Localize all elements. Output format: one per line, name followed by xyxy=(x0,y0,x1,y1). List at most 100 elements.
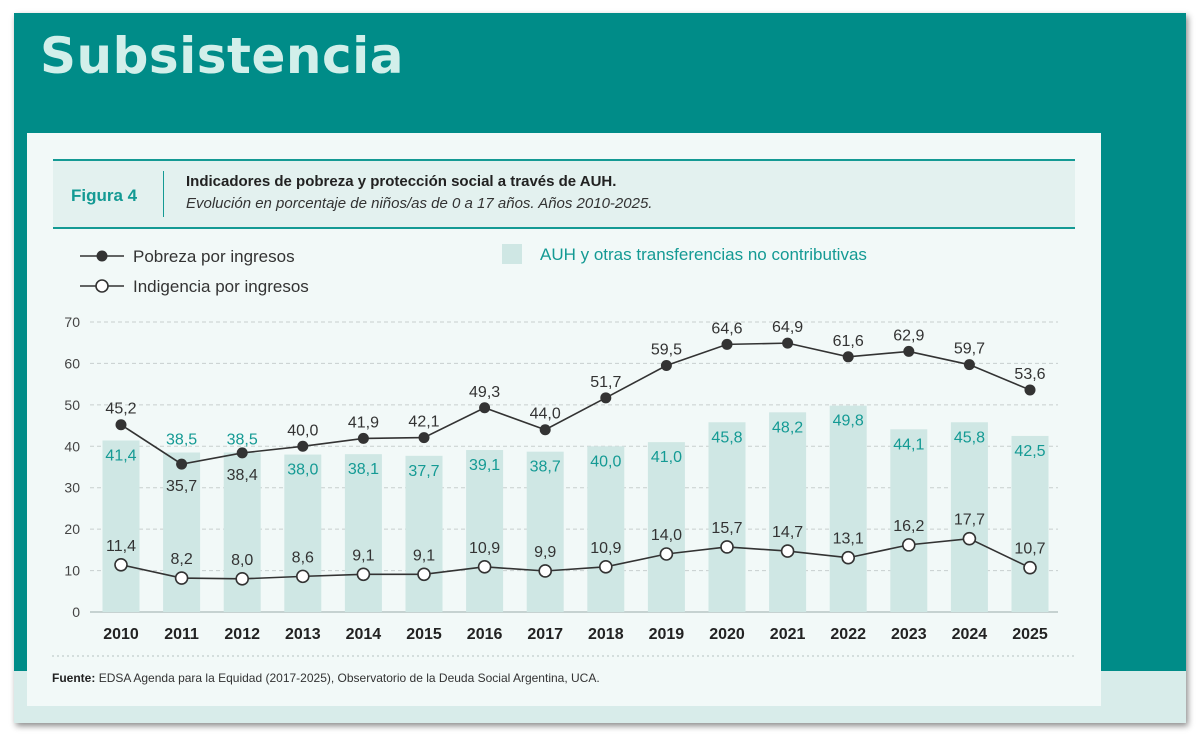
bar xyxy=(284,454,322,612)
x-tick-label: 2012 xyxy=(224,626,260,643)
bar xyxy=(647,442,685,612)
figure-divider xyxy=(163,171,164,217)
x-tick-label: 2019 xyxy=(649,626,685,643)
pobreza-value-label: 49,3 xyxy=(469,384,500,401)
bar xyxy=(587,446,625,612)
legend-indigencia-marker xyxy=(95,279,109,293)
pobreza-point xyxy=(115,419,127,431)
bar xyxy=(526,451,564,612)
legend-pobreza-marker xyxy=(96,250,108,262)
pobreza-value-label: 35,7 xyxy=(166,478,197,495)
x-tick-label: 2015 xyxy=(406,626,442,643)
pobreza-value-label: 59,7 xyxy=(954,341,985,358)
bar-value-label: 45,8 xyxy=(711,429,742,446)
pobreza-point xyxy=(842,351,854,363)
indigencia-value-label: 9,9 xyxy=(534,544,556,561)
pobreza-point xyxy=(903,345,915,357)
bar-value-label: 38,5 xyxy=(227,432,258,449)
bar xyxy=(708,422,746,612)
figure-label: Figura 4 xyxy=(71,186,138,205)
indigencia-point xyxy=(235,572,249,586)
legend-indigencia-label: Indigencia por ingresos xyxy=(133,277,309,296)
pobreza-point xyxy=(479,402,491,414)
bar-value-label: 38,0 xyxy=(287,462,318,479)
indigencia-point xyxy=(598,560,613,574)
pobreza-point xyxy=(721,338,733,350)
source-label: Fuente: xyxy=(52,671,96,685)
indigencia-point xyxy=(841,550,856,565)
x-tick-label: 2010 xyxy=(103,626,139,643)
bar-value-label: 45,8 xyxy=(954,429,985,446)
y-tick-label: 50 xyxy=(64,397,80,413)
bar xyxy=(769,412,807,612)
legend-auh-label: AUH y otras transferencias no contributi… xyxy=(540,245,867,264)
source-note: Fuente: EDSA Agenda para la Equidad (201… xyxy=(52,671,600,685)
y-tick-label: 40 xyxy=(64,438,80,454)
source-text: EDSA Agenda para la Equidad (2017-2025),… xyxy=(98,671,600,685)
legend-auh-swatch xyxy=(502,244,522,264)
bar-value-label: 38,5 xyxy=(166,432,197,449)
x-tick-label: 2013 xyxy=(285,626,321,643)
bar-value-label: 37,7 xyxy=(408,463,439,480)
pobreza-value-label: 44,0 xyxy=(530,406,561,423)
x-tick-label: 2020 xyxy=(709,626,745,643)
figure-header: Figura 4 Indicadores de pobreza y protec… xyxy=(53,159,1075,229)
bar xyxy=(102,440,140,612)
bar-value-label: 40,0 xyxy=(590,453,621,470)
pobreza-point xyxy=(236,447,248,459)
indigencia-point xyxy=(477,560,492,574)
pobreza-value-label: 64,9 xyxy=(772,319,803,336)
pobreza-value-label: 53,6 xyxy=(1014,366,1045,383)
bar xyxy=(1011,435,1049,612)
indigencia-value-label: 10,7 xyxy=(1014,541,1045,558)
indigencia-point xyxy=(720,540,734,554)
pobreza-value-label: 61,6 xyxy=(833,333,864,350)
pobreza-point xyxy=(660,360,672,371)
indigencia-point xyxy=(538,564,553,578)
pobreza-value-label: 45,2 xyxy=(105,401,136,418)
pobreza-point xyxy=(963,359,975,371)
pobreza-value-label: 42,1 xyxy=(408,414,439,431)
x-tick-label: 2018 xyxy=(588,626,624,643)
pobreza-value-label: 40,0 xyxy=(287,422,318,439)
indigencia-value-label: 14,0 xyxy=(651,527,682,544)
bar xyxy=(829,405,867,612)
bar-value-label: 39,1 xyxy=(469,457,500,474)
x-tick-label: 2014 xyxy=(346,626,382,643)
x-tick-label: 2022 xyxy=(830,626,866,643)
bar xyxy=(466,450,504,612)
y-tick-label: 60 xyxy=(64,355,80,371)
bar-value-label: 38,7 xyxy=(530,459,561,476)
x-tick-label: 2016 xyxy=(467,626,503,643)
pobreza-point xyxy=(357,432,369,444)
pobreza-point xyxy=(1024,384,1036,396)
pobreza-point xyxy=(418,432,430,444)
pobreza-value-label: 64,6 xyxy=(711,320,742,337)
pobreza-point xyxy=(782,337,794,349)
pobreza-point xyxy=(297,440,309,452)
x-tick-label: 2021 xyxy=(770,626,806,643)
bar-value-label: 49,8 xyxy=(833,413,864,430)
indigencia-value-label: 10,9 xyxy=(469,540,500,557)
pobreza-point xyxy=(176,458,188,470)
y-tick-label: 70 xyxy=(64,314,80,330)
indigencia-value-label: 14,7 xyxy=(772,524,803,541)
bar xyxy=(344,454,382,612)
indigencia-value-label: 8,0 xyxy=(231,552,253,569)
pobreza-value-label: 62,9 xyxy=(893,327,924,344)
indigencia-point xyxy=(417,567,431,582)
y-tick-label: 0 xyxy=(72,604,80,620)
figure-subtitle: Evolución en porcentaje de niños/as de 0… xyxy=(186,195,653,212)
figure-title: Indicadores de pobreza y protección soci… xyxy=(186,173,617,190)
bar-value-label: 48,2 xyxy=(772,419,803,436)
indigencia-point xyxy=(356,567,371,582)
x-tick-label: 2023 xyxy=(891,626,927,643)
pobreza-point xyxy=(600,392,612,404)
bar xyxy=(163,452,201,612)
indigencia-value-label: 13,1 xyxy=(833,531,864,548)
indigencia-value-label: 10,9 xyxy=(590,540,621,557)
x-tick-label: 2025 xyxy=(1012,626,1048,643)
y-tick-label: 30 xyxy=(64,480,80,496)
indigencia-value-label: 9,1 xyxy=(352,547,374,564)
indigencia-point xyxy=(962,531,977,546)
